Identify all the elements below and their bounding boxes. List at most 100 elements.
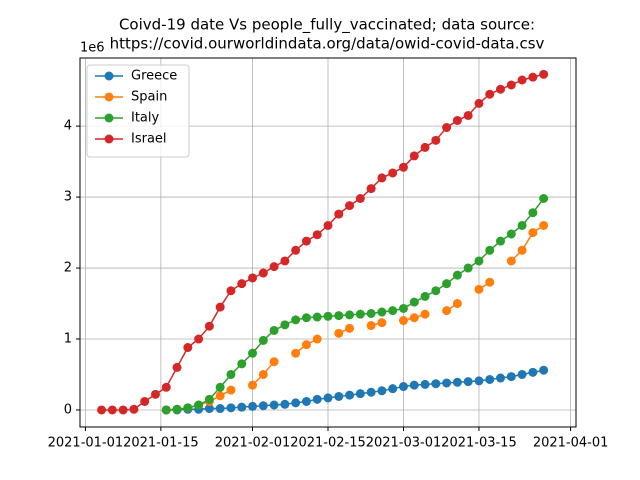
data-point bbox=[409, 380, 419, 390]
legend-label: Italy bbox=[131, 111, 160, 126]
data-point bbox=[183, 343, 193, 353]
data-point bbox=[269, 400, 279, 410]
data-point bbox=[539, 69, 549, 79]
legend-marker bbox=[104, 113, 114, 123]
data-point bbox=[312, 230, 322, 240]
data-point bbox=[485, 245, 495, 255]
data-point bbox=[366, 308, 376, 318]
legend-label: Spain bbox=[131, 90, 167, 105]
data-point bbox=[204, 404, 214, 414]
data-point bbox=[312, 394, 322, 404]
data-point bbox=[248, 273, 258, 283]
legend-marker bbox=[104, 92, 114, 102]
chart-title-line: Coivd-19 date Vs people_fully_vaccinated… bbox=[119, 16, 535, 35]
data-point bbox=[226, 385, 236, 395]
data-point bbox=[161, 405, 171, 415]
data-point bbox=[355, 309, 365, 319]
data-point bbox=[97, 405, 107, 415]
data-point bbox=[398, 382, 408, 392]
data-point bbox=[215, 404, 225, 414]
data-point bbox=[377, 307, 387, 317]
data-point bbox=[161, 382, 171, 392]
data-point bbox=[398, 162, 408, 172]
data-point bbox=[345, 310, 355, 320]
data-point bbox=[172, 404, 182, 414]
data-point bbox=[485, 277, 495, 287]
data-point bbox=[452, 115, 462, 125]
data-point bbox=[355, 194, 365, 204]
data-point bbox=[150, 389, 160, 399]
data-point bbox=[442, 378, 452, 388]
data-point bbox=[366, 184, 376, 194]
data-point bbox=[204, 394, 214, 404]
data-point bbox=[323, 220, 333, 230]
data-point bbox=[226, 286, 236, 296]
data-point bbox=[323, 393, 333, 403]
data-point bbox=[269, 262, 279, 272]
data-point bbox=[237, 402, 247, 412]
data-point bbox=[204, 321, 214, 331]
y-offset-label: 1e6 bbox=[80, 41, 105, 56]
data-point bbox=[258, 335, 268, 345]
data-point bbox=[237, 359, 247, 369]
data-point bbox=[388, 306, 398, 316]
data-point bbox=[280, 256, 290, 266]
data-point bbox=[442, 123, 452, 133]
data-point bbox=[280, 320, 290, 330]
data-point bbox=[506, 80, 516, 90]
data-point bbox=[301, 396, 311, 406]
data-point bbox=[409, 297, 419, 307]
data-point bbox=[194, 334, 204, 344]
data-point bbox=[291, 348, 301, 358]
legend-marker bbox=[104, 71, 114, 81]
data-point bbox=[506, 372, 516, 382]
data-point bbox=[485, 89, 495, 99]
data-point bbox=[334, 391, 344, 401]
data-point bbox=[528, 72, 538, 82]
data-point bbox=[506, 256, 516, 266]
x-tick-label: 2021-01-15 bbox=[123, 436, 199, 451]
data-point bbox=[215, 382, 225, 392]
axes-frame bbox=[79, 57, 577, 428]
data-point bbox=[420, 142, 430, 152]
data-point bbox=[183, 403, 193, 413]
data-point bbox=[442, 306, 452, 316]
data-point bbox=[215, 391, 225, 401]
data-point bbox=[269, 325, 279, 335]
data-point bbox=[517, 369, 527, 379]
y-tick-label: 2 bbox=[64, 261, 72, 276]
data-point bbox=[248, 380, 258, 390]
data-point bbox=[345, 201, 355, 211]
data-point bbox=[431, 135, 441, 145]
data-point bbox=[409, 151, 419, 161]
data-point bbox=[431, 379, 441, 389]
data-point bbox=[517, 245, 527, 255]
data-point bbox=[377, 318, 387, 328]
legend-label: Greece bbox=[131, 69, 177, 84]
data-point bbox=[334, 311, 344, 321]
data-point bbox=[269, 357, 279, 367]
data-point bbox=[107, 405, 117, 415]
data-point bbox=[366, 387, 376, 397]
data-point bbox=[398, 316, 408, 326]
data-point bbox=[377, 386, 387, 396]
data-point bbox=[258, 369, 268, 379]
data-point bbox=[248, 401, 258, 411]
data-point bbox=[291, 398, 301, 408]
data-point bbox=[409, 313, 419, 323]
data-point bbox=[463, 263, 473, 273]
data-point bbox=[334, 209, 344, 219]
data-point bbox=[506, 229, 516, 239]
x-tick-label: 2021-03-15 bbox=[441, 436, 517, 451]
data-point bbox=[194, 400, 204, 410]
data-point bbox=[485, 374, 495, 384]
data-point bbox=[118, 405, 128, 415]
data-point bbox=[129, 404, 139, 414]
data-point bbox=[463, 110, 473, 120]
data-point bbox=[312, 312, 322, 322]
data-point bbox=[496, 236, 506, 246]
data-point bbox=[420, 379, 430, 389]
data-point bbox=[226, 403, 236, 413]
data-point bbox=[528, 367, 538, 377]
data-point bbox=[291, 245, 301, 255]
